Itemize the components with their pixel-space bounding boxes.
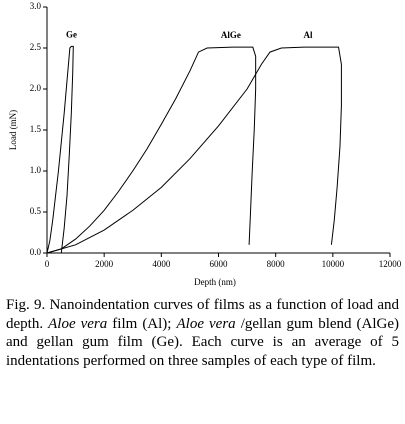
caption: Fig. 9. Nanoindentation curves of films … bbox=[6, 296, 399, 370]
x-tick-label: 4000 bbox=[152, 259, 171, 269]
chart: Depth (nm) Load (mN) 0 2000 4000 6000 8000 10… bbox=[8, 1, 402, 287]
curve-label: AlGe bbox=[221, 30, 241, 40]
x-tick-label: 2000 bbox=[95, 259, 114, 269]
x-axis-label: Depth (nm) bbox=[194, 277, 236, 287]
x-tick-label: 12000 bbox=[379, 259, 402, 269]
y-axis-label: Load (mN) bbox=[8, 110, 18, 150]
curve-label: Al bbox=[304, 30, 313, 40]
x-tick-label: 10000 bbox=[322, 259, 345, 269]
curve bbox=[46, 45, 74, 254]
y-tick-label: 0.5 bbox=[30, 206, 42, 216]
caption-text: /gellan gum blend (AlGe) and gellan gum … bbox=[6, 315, 400, 369]
x-tick-label: 6000 bbox=[210, 259, 229, 269]
curve bbox=[46, 46, 257, 254]
y-tick-label: 1.0 bbox=[30, 165, 42, 175]
caption-text: Fig. 9. Nanoindentation curves of films … bbox=[6, 297, 399, 332]
y-tick-label: 2.0 bbox=[30, 83, 42, 93]
x-tick-label: 8000 bbox=[267, 259, 286, 269]
y-tick-label: 0.0 bbox=[30, 247, 42, 257]
curve-label: Ge bbox=[66, 29, 77, 39]
caption-text: film (Al); bbox=[107, 315, 177, 332]
curve bbox=[46, 46, 342, 254]
y-tick-label: 1.5 bbox=[30, 124, 42, 134]
caption-text: Aloe vera bbox=[48, 315, 108, 332]
y-tick-label: 3.0 bbox=[30, 1, 42, 11]
y-tick-label: 2.5 bbox=[30, 42, 42, 52]
x-tick-label: 0 bbox=[45, 259, 50, 269]
caption-text: Aloe vera bbox=[176, 315, 236, 332]
